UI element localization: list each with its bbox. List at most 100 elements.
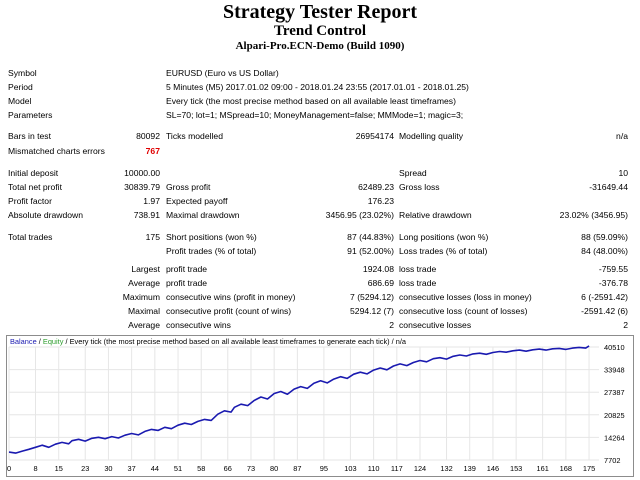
model-label: Model bbox=[8, 96, 32, 106]
total-trades-label: Total trades bbox=[8, 232, 53, 242]
largest-profit-label: profit trade bbox=[166, 264, 208, 274]
average-consecutive-losses-value: 2 bbox=[623, 320, 628, 330]
long-positions-label: Long positions (won %) bbox=[399, 232, 489, 242]
legend-description: / Every tick (the most precise method ba… bbox=[63, 337, 407, 346]
net-profit-value: 30839.79 bbox=[124, 182, 160, 192]
loss-trades-value: 84 (48.00%) bbox=[581, 246, 628, 256]
average-consecutive-losses-label: consecutive losses bbox=[399, 320, 472, 330]
short-positions-value: 87 (44.83%) bbox=[347, 232, 394, 242]
loss-trades-label: Loss trades (% of total) bbox=[399, 246, 488, 256]
y-tick-label: 20825 bbox=[604, 411, 625, 420]
x-tick-label: 58 bbox=[197, 464, 205, 473]
legend-balance: Balance bbox=[10, 337, 37, 346]
absolute-drawdown-label: Absolute drawdown bbox=[8, 210, 84, 220]
maximal-consecutive-loss-label: consecutive loss (count of losses) bbox=[399, 306, 528, 316]
symbol-label: Symbol bbox=[8, 68, 37, 78]
legend-separator: / bbox=[36, 337, 43, 346]
x-tick-label: 117 bbox=[391, 464, 403, 473]
maximal-consecutive-profit-label: consecutive profit (count of wins) bbox=[166, 306, 292, 316]
largest-loss-label: loss trade bbox=[399, 264, 437, 274]
x-tick-label: 168 bbox=[560, 464, 572, 473]
average-profit-label: profit trade bbox=[166, 278, 208, 288]
initial-deposit-label: Initial deposit bbox=[8, 168, 59, 178]
expected-payoff-label: Expected payoff bbox=[166, 196, 228, 206]
average-consecutive-wins-value: 2 bbox=[389, 320, 394, 330]
x-tick-label: 95 bbox=[320, 464, 328, 473]
parameters-label: Parameters bbox=[8, 110, 53, 120]
balance-series-line bbox=[8, 345, 590, 454]
expert-name: Trend Control bbox=[273, 23, 367, 39]
profit-factor-label: Profit factor bbox=[8, 196, 52, 206]
x-tick-label: 153 bbox=[510, 464, 522, 473]
average-consecutive-wins-label: consecutive wins bbox=[166, 320, 231, 330]
average-consecutive-label: Average bbox=[128, 320, 160, 330]
maximal-label: Maximal bbox=[128, 306, 160, 316]
absolute-drawdown-value: 738.91 bbox=[133, 210, 160, 220]
bars-value: 80092 bbox=[136, 131, 160, 141]
x-tick-label: 103 bbox=[344, 464, 356, 473]
total-trades-value: 175 bbox=[145, 232, 160, 242]
legend-equity: Equity bbox=[42, 337, 64, 346]
profit-trades-label: Profit trades (% of total) bbox=[166, 246, 257, 256]
max-consecutive-wins-label: consecutive wins (profit in money) bbox=[166, 292, 296, 302]
gross-loss-label: Gross loss bbox=[399, 182, 440, 192]
x-tick-label: 0 bbox=[7, 464, 11, 473]
x-tick-label: 30 bbox=[104, 464, 112, 473]
largest-profit-value: 1924.08 bbox=[362, 264, 394, 274]
y-tick-label: 7702 bbox=[604, 456, 620, 465]
quality-label: Modelling quality bbox=[399, 131, 464, 141]
x-tick-label: 146 bbox=[487, 464, 499, 473]
x-tick-label: 110 bbox=[368, 464, 380, 473]
period-value: 5 Minutes (M5) 2017.01.02 09:00 - 2018.0… bbox=[166, 82, 469, 92]
parameters-value: SL=70; lot=1; MSpread=10; MoneyManagemen… bbox=[166, 110, 464, 120]
mismatch-label: Mismatched charts errors bbox=[8, 146, 105, 156]
x-tick-label: 23 bbox=[81, 464, 89, 473]
average-loss-value: -376.78 bbox=[598, 278, 628, 288]
maximum-label: Maximum bbox=[122, 292, 160, 302]
server-build: Alpari-Pro.ECN-Demo (Build 1090) bbox=[235, 40, 405, 52]
x-tick-label: 8 bbox=[33, 464, 37, 473]
max-consecutive-losses-label: consecutive losses (loss in money) bbox=[399, 292, 532, 302]
mismatch-value: 767 bbox=[145, 146, 160, 156]
relative-drawdown-label: Relative drawdown bbox=[399, 210, 472, 220]
x-tick-label: 161 bbox=[536, 464, 548, 473]
period-label: Period bbox=[8, 82, 33, 92]
x-tick-label: 66 bbox=[224, 464, 232, 473]
largest-loss-value: -759.55 bbox=[598, 264, 628, 274]
symbol-value: EURUSD (Euro vs US Dollar) bbox=[166, 68, 279, 78]
y-tick-label: 40510 bbox=[604, 343, 625, 352]
maximal-consecutive-profit-value: 5294.12 (7) bbox=[350, 306, 394, 316]
x-tick-label: 44 bbox=[151, 464, 159, 473]
expected-payoff-value: 176.23 bbox=[367, 196, 394, 206]
profit-trades-value: 91 (52.00%) bbox=[347, 246, 394, 256]
maximal-drawdown-value: 3456.95 (23.02%) bbox=[325, 210, 394, 220]
average-profit-value: 686.69 bbox=[367, 278, 394, 288]
balance-chart: 40510 33948 27387 20825 14264 7702 0 8 15 23 30 37 4… bbox=[6, 335, 634, 477]
relative-drawdown-value: 23.02% (3456.95) bbox=[559, 210, 628, 220]
x-tick-label: 139 bbox=[464, 464, 476, 473]
x-tick-label: 124 bbox=[414, 464, 426, 473]
y-tick-label: 33948 bbox=[604, 366, 625, 375]
x-tick-label: 37 bbox=[128, 464, 136, 473]
x-tick-label: 73 bbox=[247, 464, 255, 473]
balance-chart-canvas: 40510 33948 27387 20825 14264 7702 0 8 15 23 30 37 4… bbox=[7, 343, 625, 473]
long-positions-value: 88 (59.09%) bbox=[581, 232, 628, 242]
bars-label: Bars in test bbox=[8, 131, 51, 141]
gross-loss-value: -31649.44 bbox=[589, 182, 628, 192]
model-value: Every tick (the most precise method base… bbox=[166, 96, 456, 106]
quality-value: n/a bbox=[616, 131, 628, 141]
maximal-drawdown-label: Maximal drawdown bbox=[166, 210, 240, 220]
ticks-label: Ticks modelled bbox=[166, 131, 223, 141]
x-tick-label: 80 bbox=[270, 464, 278, 473]
short-positions-label: Short positions (won %) bbox=[166, 232, 257, 242]
y-tick-label: 27387 bbox=[604, 388, 625, 397]
y-tick-label: 14264 bbox=[604, 433, 625, 442]
x-tick-label: 175 bbox=[583, 464, 595, 473]
report-title: Strategy Tester Report bbox=[222, 1, 418, 23]
x-tick-label: 51 bbox=[174, 464, 182, 473]
average-loss-label: loss trade bbox=[399, 278, 437, 288]
profit-factor-value: 1.97 bbox=[143, 196, 160, 206]
spread-label: Spread bbox=[399, 168, 427, 178]
largest-label: Largest bbox=[131, 264, 160, 274]
x-tick-label: 87 bbox=[293, 464, 301, 473]
